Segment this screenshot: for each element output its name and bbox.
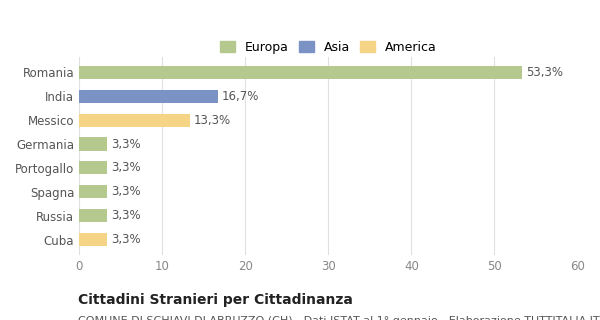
Text: Cittadini Stranieri per Cittadinanza: Cittadini Stranieri per Cittadinanza (78, 293, 353, 307)
Bar (79, 185, 107, 198)
Text: 3,3%: 3,3% (110, 138, 140, 150)
Legend: Europa, Asia, America: Europa, Asia, America (216, 37, 440, 58)
Text: 13,3%: 13,3% (194, 114, 231, 127)
Bar (79, 90, 218, 103)
Text: 3,3%: 3,3% (110, 161, 140, 174)
Text: 16,7%: 16,7% (222, 90, 259, 103)
Text: COMUNE DI SCHIAVI DI ABRUZZO (CH) - Dati ISTAT al 1° gennaio - Elaborazione TUTT: COMUNE DI SCHIAVI DI ABRUZZO (CH) - Dati… (78, 316, 599, 320)
Bar (79, 233, 107, 246)
Bar (79, 114, 190, 127)
Bar (79, 209, 107, 222)
Text: 53,3%: 53,3% (526, 66, 563, 79)
Text: 3,3%: 3,3% (110, 209, 140, 222)
Bar (79, 161, 107, 174)
Bar (79, 66, 522, 79)
Bar (79, 138, 107, 151)
Text: 3,3%: 3,3% (110, 185, 140, 198)
Text: 3,3%: 3,3% (110, 233, 140, 246)
